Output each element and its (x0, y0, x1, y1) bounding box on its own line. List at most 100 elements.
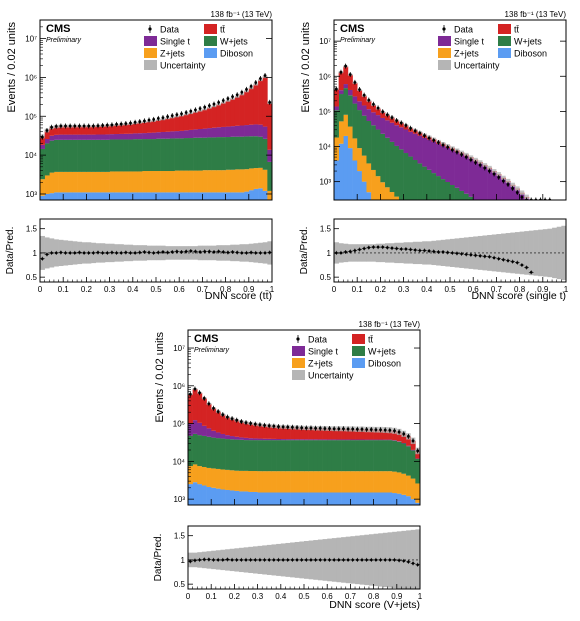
bar-single_t (510, 186, 516, 200)
bar-ttbar (357, 90, 363, 102)
bar-single_t (373, 439, 379, 441)
bar-single_t (338, 90, 344, 95)
bar-zjets (49, 172, 55, 194)
bar-wjets (308, 440, 314, 472)
bar-wjets (357, 110, 363, 149)
ratio-panel: 0.5 1 1.5 Data/Pred. 0 0.1 0.2 0.3 0.4 0.5 0.6 0.7 0… (153, 525, 423, 611)
bar-zjets (248, 168, 254, 191)
series-single_t (188, 420, 420, 459)
bar-zjets (262, 169, 268, 191)
data-point (82, 124, 86, 128)
data-point (318, 426, 322, 430)
bar-ttbar (267, 102, 272, 150)
bar-diboson (142, 192, 148, 200)
x-tick-label: 1 (270, 285, 275, 294)
bar-ttbar (40, 136, 45, 145)
y-tick-label: 10⁶ (25, 73, 37, 82)
data-point (267, 424, 271, 428)
legend-label-single_t: Single t (160, 37, 191, 47)
bar-ttbar (322, 428, 328, 440)
ratio-point (226, 251, 230, 254)
data-point (202, 396, 206, 400)
bar-ttbar (188, 394, 193, 425)
bar-diboson (243, 491, 249, 505)
bar-diboson (350, 492, 356, 505)
ratio-point (314, 558, 317, 562)
bar-single_t (334, 106, 339, 111)
uncertainty-bin (468, 155, 474, 159)
bar-ttbar (197, 392, 203, 423)
legend-label-uncertainty: Uncertainty (160, 61, 206, 71)
bar-diboson (401, 494, 407, 505)
data-point (143, 119, 146, 123)
bar-zjets (128, 171, 134, 193)
bar-zjets (415, 483, 420, 503)
ratio-point (376, 245, 380, 249)
bar-single_t (58, 134, 64, 140)
bar-wjets (165, 138, 171, 172)
bar-wjets (225, 439, 231, 470)
data-point (226, 97, 230, 100)
bar-single_t (151, 132, 157, 140)
bar-zjets (290, 471, 296, 493)
data-point (263, 74, 267, 77)
bar-single_t (40, 144, 45, 149)
bar-wjets (128, 139, 134, 172)
bar-wjets (201, 435, 207, 467)
bar-wjets (72, 139, 78, 172)
bar-zjets (197, 466, 203, 485)
data-point (418, 131, 422, 135)
bar-single_t (371, 112, 377, 126)
data-point (198, 107, 202, 110)
ratio-point (492, 256, 496, 260)
data-point (184, 111, 188, 114)
bar-wjets (104, 139, 110, 172)
legend-swatch-single_t (438, 36, 451, 46)
bar-diboson (357, 171, 363, 200)
bar-diboson (86, 192, 92, 200)
bar-single_t (285, 439, 291, 441)
data-point (353, 80, 357, 84)
bar-ttbar (100, 125, 106, 135)
bar-zjets (225, 169, 231, 193)
bar-ttbar (104, 125, 110, 135)
ratio-y-tick-label: 1 (327, 249, 332, 258)
legend-label-data: Data (308, 335, 327, 345)
data-point (376, 106, 380, 110)
bar-diboson (239, 491, 244, 505)
data-point (323, 427, 327, 430)
ratio-point (441, 250, 445, 254)
bar-ttbar (396, 431, 402, 442)
data-point (511, 187, 515, 190)
series-ttbar (188, 388, 420, 459)
data-point (78, 124, 81, 128)
data-point (198, 391, 202, 395)
data-point (193, 387, 197, 391)
ratio-point (411, 562, 415, 565)
legend-label-uncertainty: Uncertainty (454, 61, 500, 71)
ratio-point (41, 257, 44, 261)
bar-ttbar (271, 426, 277, 439)
data-point (360, 427, 364, 431)
data-point (254, 81, 258, 84)
bar-diboson (169, 192, 175, 200)
bar-single_t (436, 143, 442, 177)
bar-zjets (371, 169, 377, 200)
bar-zjets (382, 471, 388, 493)
bar-single_t (262, 126, 268, 139)
bar-zjets (132, 171, 138, 193)
bar-ttbar (368, 429, 374, 440)
bar-ttbar (248, 423, 254, 439)
bar-zjets (193, 170, 199, 193)
data-point (346, 427, 350, 431)
x-tick-label: 0.2 (81, 285, 93, 294)
bar-single_t (257, 438, 263, 441)
bar-diboson (343, 135, 349, 200)
bar-diboson (132, 192, 138, 200)
series-wjets (334, 88, 479, 200)
x-tick-label: 0.4 (275, 592, 287, 601)
uncertainty-bin (491, 169, 497, 173)
ratio-point (226, 558, 229, 561)
bar-diboson (392, 493, 398, 505)
bar-zjets (378, 471, 384, 493)
